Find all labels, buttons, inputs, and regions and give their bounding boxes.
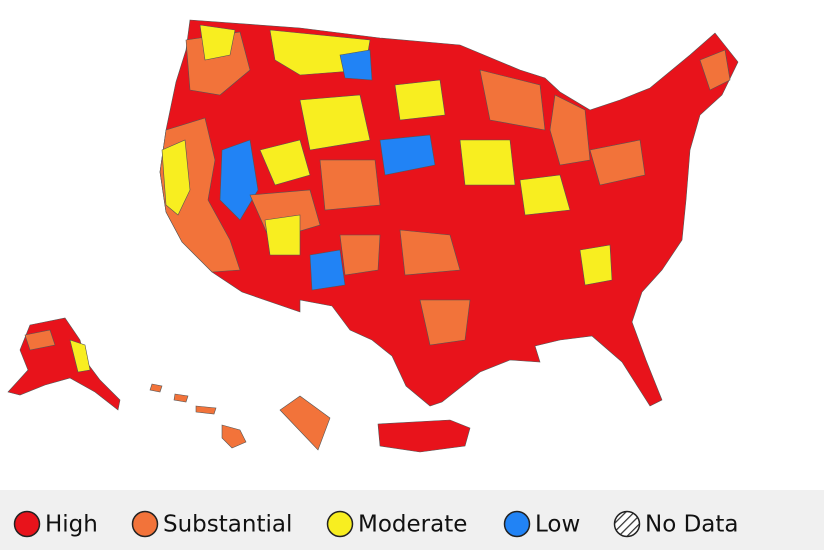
county-patch (699, 49, 731, 91)
county-patch (264, 214, 301, 256)
map (7, 19, 739, 453)
legend-swatch (326, 510, 354, 538)
county-patch (459, 139, 516, 186)
county-patch (161, 139, 191, 216)
legend-swatch (503, 510, 531, 538)
county-patch (199, 24, 236, 61)
legend-label: Moderate (358, 512, 467, 538)
contiguous-us (159, 19, 739, 407)
legend: High Substantial Moderate Low No Data (13, 510, 739, 538)
county-patch (549, 94, 591, 166)
county-patch (379, 134, 436, 176)
county-patch (479, 69, 546, 131)
alaska (7, 317, 121, 411)
county-patch (394, 79, 446, 121)
county-patch (69, 339, 91, 373)
legend-swatch (613, 510, 641, 538)
legend-label: No Data (645, 512, 739, 538)
county-patch (419, 299, 471, 346)
county-patch (309, 249, 346, 291)
puerto-rico (377, 419, 471, 453)
county-patch (339, 49, 373, 81)
legend-label: Low (535, 512, 580, 538)
hawaii-island (221, 424, 247, 449)
legend-swatch (13, 510, 41, 538)
legend-swatch (131, 510, 159, 538)
dc-inset (279, 395, 331, 451)
county-patch (519, 174, 571, 216)
hawaii-island (195, 405, 217, 415)
legend-label: High (45, 512, 98, 538)
county-patch (24, 329, 56, 351)
county-patch (299, 94, 371, 151)
county-patch (339, 234, 381, 276)
county-patch (579, 244, 613, 286)
county-patch (219, 139, 259, 221)
county-patch (589, 139, 646, 186)
county-patch (399, 229, 461, 276)
county-patch (319, 159, 381, 211)
county-patch (259, 139, 311, 186)
legend-label: Substantial (163, 512, 292, 538)
hawaii-island (149, 383, 163, 393)
hawaii-island (173, 393, 189, 403)
